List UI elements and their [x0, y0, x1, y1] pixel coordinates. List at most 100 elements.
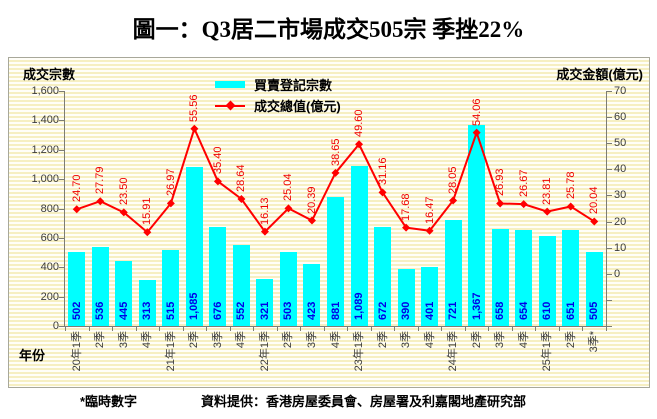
x-axis-line — [64, 326, 607, 327]
left-tick-mark — [59, 237, 64, 239]
x-tick-mark — [394, 327, 396, 331]
x-tick-mark — [558, 327, 560, 331]
line-value-label: 26.67 — [517, 169, 530, 198]
secondary-axis-tick-label: 30 — [614, 189, 627, 202]
secondary-axis-tick-label: 70 — [614, 85, 627, 97]
bar — [562, 230, 580, 326]
bar — [491, 229, 509, 326]
bar — [138, 280, 156, 326]
provisional-note: *臨時數字 — [80, 394, 138, 409]
y-axis-tick-label: 0 — [52, 320, 59, 332]
bar — [209, 226, 227, 326]
x-axis-category-label: 2季 — [188, 331, 201, 349]
y-axis-tick-label: 1,400 — [31, 114, 59, 127]
line-series — [72, 124, 599, 237]
line-point-marker — [543, 207, 552, 216]
line-value-label: 15.91 — [141, 197, 154, 226]
x-axis-category-label: 25年1季 — [541, 331, 554, 372]
line-point-marker — [166, 199, 175, 208]
line-value-label: 24.70 — [70, 174, 83, 203]
bar — [232, 244, 250, 326]
line-point-marker — [237, 194, 246, 203]
line-point-marker — [472, 128, 481, 137]
x-tick-mark — [417, 327, 419, 331]
left-tick-mark — [59, 120, 64, 122]
legend-item-line-series: 成交總值(億元) — [215, 95, 341, 116]
x-tick-mark — [253, 327, 255, 331]
bar — [397, 268, 415, 326]
bar — [327, 196, 344, 326]
line-value-label: 17.68 — [400, 193, 413, 221]
right-tick-mark — [607, 169, 612, 171]
bar — [515, 229, 533, 326]
x-tick-mark — [88, 327, 90, 331]
line-point-marker — [119, 208, 128, 217]
secondary-axis-tick-label: 0 — [614, 267, 621, 280]
line-value-label: 28.05 — [447, 166, 460, 194]
secondary-axis-tick-label: 20 — [614, 215, 627, 228]
x-tick-mark — [441, 327, 443, 331]
x-tick-mark — [229, 327, 231, 331]
y-axis-tick-label: 1,600 — [31, 85, 59, 97]
line-value-label: 23.81 — [541, 177, 554, 205]
x-tick-mark — [135, 327, 137, 331]
bar — [585, 251, 603, 326]
x-axis-category-label: 2季 — [564, 331, 577, 349]
bar — [303, 263, 321, 326]
legend-label-bar-series: 買賣登記宗數 — [254, 78, 333, 93]
y-axis-tick-label: 600 — [40, 231, 59, 244]
right-tick-mark — [607, 247, 612, 249]
bar — [468, 125, 486, 326]
y-axis-tick-label: 800 — [40, 202, 59, 215]
x-tick-mark — [535, 327, 537, 331]
bar — [350, 166, 368, 326]
left-tick-mark — [59, 326, 64, 327]
left-tick-mark — [59, 208, 64, 210]
line-point-marker — [566, 202, 575, 211]
left-tick-mark — [59, 149, 64, 151]
line-value-label: 28.64 — [235, 164, 248, 192]
line-point-marker — [213, 177, 222, 186]
bar — [162, 250, 180, 326]
data-source: 資料提供：香港房屋委員會、房屋署及利嘉閣地產研究部 — [201, 394, 527, 409]
line-series-swatch — [215, 100, 245, 110]
x-tick-mark — [464, 327, 466, 331]
bar — [68, 252, 86, 326]
line-value-label: 55.56 — [188, 94, 201, 122]
line-value-label: 26.93 — [494, 168, 507, 197]
line-point-marker — [590, 217, 599, 226]
x-tick-mark — [511, 327, 513, 331]
x-tick-mark — [206, 327, 208, 331]
legend-item-bar-series: 買賣登記宗數 — [215, 74, 341, 95]
legend-label-line-series: 成交總值(億元) — [254, 99, 341, 114]
line-point-marker — [425, 226, 434, 235]
line-point-marker — [96, 197, 105, 206]
line-value-label: 49.60 — [353, 109, 366, 138]
right-axis-line — [606, 91, 607, 327]
bar — [115, 260, 133, 326]
line-value-label: 27.79 — [94, 166, 107, 195]
right-tick-mark — [607, 221, 612, 223]
x-axis-category-label: 21年1季 — [164, 331, 177, 372]
left-tick-mark — [59, 91, 64, 92]
x-tick-mark — [323, 327, 325, 331]
line-point-marker — [496, 199, 505, 208]
x-tick-mark — [606, 327, 607, 331]
right-tick-mark — [607, 195, 612, 197]
x-tick-mark — [276, 327, 278, 331]
line-point-marker — [519, 200, 528, 209]
line-value-label: 20.39 — [305, 186, 318, 214]
right-tick-mark — [607, 91, 612, 92]
y-axis-tick-label: 400 — [40, 261, 59, 274]
left-axis-line — [64, 91, 65, 327]
right-tick-mark — [607, 299, 612, 301]
left-tick-mark — [59, 296, 64, 298]
x-axis-category-label: 4季 — [141, 331, 154, 349]
secondary-axis-tick-label: 40 — [614, 163, 627, 176]
line-point-marker — [143, 228, 152, 237]
chart-title: 圖一：Q3居二市場成交505宗 季挫22% — [132, 17, 525, 42]
x-tick-mark — [582, 327, 584, 331]
secondary-axis-tick-label: 10 — [614, 241, 627, 254]
x-axis-category-label: 3季* — [588, 331, 601, 353]
